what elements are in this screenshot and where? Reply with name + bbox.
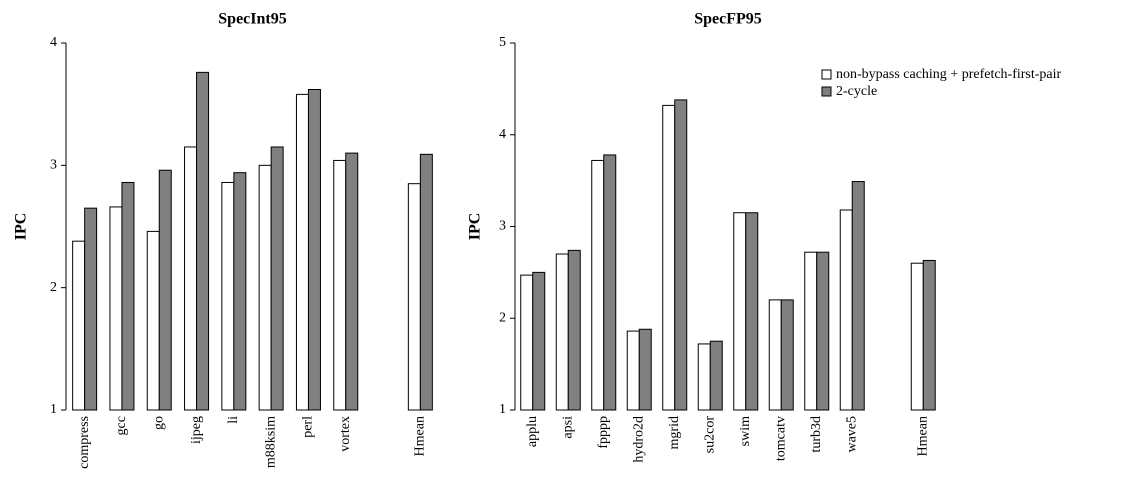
bar	[109, 206, 123, 411]
y-tick-label: 3	[499, 219, 506, 234]
y-tick-label: 4	[499, 127, 506, 142]
bar	[270, 146, 284, 411]
x-tick-label: Hmean	[915, 416, 930, 456]
y-tick-label: 2	[499, 310, 506, 325]
bar	[333, 159, 347, 411]
bar	[221, 181, 235, 411]
y-tick-label: 2	[50, 280, 57, 295]
bar	[532, 271, 546, 411]
y-axis-label: IPC	[13, 213, 30, 241]
x-tick-label: applu	[525, 416, 540, 447]
x-tick-label: vortex	[338, 416, 353, 452]
bar	[520, 274, 534, 411]
y-axis-label: IPC	[467, 213, 484, 241]
bar	[407, 183, 421, 411]
bar	[84, 207, 98, 411]
x-tick-label: swim	[738, 416, 753, 446]
bar	[555, 253, 569, 411]
x-tick-label: hydro2d	[631, 416, 646, 463]
x-tick-label: tomcatv	[773, 416, 788, 461]
bar	[146, 230, 160, 411]
x-tick-label: turb3d	[809, 416, 824, 453]
x-tick-label: li	[226, 416, 241, 424]
bar	[638, 328, 652, 411]
y-tick-label: 1	[50, 402, 57, 417]
bar	[839, 209, 853, 411]
x-tick-label: perl	[301, 416, 316, 438]
bar	[121, 181, 135, 411]
bar	[745, 212, 759, 411]
bar	[345, 152, 359, 411]
bar	[591, 159, 605, 411]
bar	[72, 240, 86, 411]
x-tick-label: go	[151, 416, 166, 430]
bar	[603, 154, 617, 411]
bar	[922, 259, 936, 411]
y-tick-label: 1	[499, 402, 506, 417]
bar	[626, 330, 640, 411]
bar	[733, 212, 747, 411]
x-tick-label: wave5	[844, 416, 859, 453]
legend-label: 2-cycle	[836, 84, 877, 99]
x-tick-label: fpppp	[596, 416, 611, 449]
x-tick-label: Hmean	[413, 416, 428, 456]
bar	[697, 343, 711, 411]
chart-title: SpecInt95	[218, 11, 286, 28]
x-tick-label: mgrid	[667, 416, 682, 449]
bar	[233, 172, 247, 411]
bar	[158, 169, 172, 411]
x-tick-label: su2cor	[702, 416, 717, 454]
x-tick-label: m88ksim	[263, 416, 278, 468]
bar	[419, 153, 433, 411]
bar	[674, 99, 688, 411]
bar	[184, 146, 198, 411]
bar	[196, 71, 210, 411]
bar	[816, 251, 830, 411]
bar	[295, 93, 309, 411]
legend-swatch	[821, 69, 832, 80]
bar	[780, 299, 794, 411]
y-tick-label: 4	[50, 35, 57, 50]
bar	[567, 249, 581, 411]
bar	[804, 251, 818, 411]
x-tick-label: ijpeg	[189, 416, 204, 444]
legend-label: non-bypass caching + prefetch-first-pair	[836, 67, 1062, 82]
x-tick-label: gcc	[114, 416, 129, 435]
bar	[851, 181, 865, 411]
bar	[910, 262, 924, 411]
x-tick-label: compress	[77, 416, 92, 469]
bar	[307, 88, 321, 411]
y-tick-label: 3	[50, 158, 57, 173]
chart-title: SpecFP95	[694, 11, 762, 28]
bar	[662, 104, 676, 411]
bar	[258, 164, 272, 411]
bar	[768, 299, 782, 411]
legend-swatch	[821, 86, 832, 97]
x-tick-label: apsi	[560, 416, 575, 439]
bar	[709, 340, 723, 411]
y-tick-label: 5	[499, 35, 506, 50]
